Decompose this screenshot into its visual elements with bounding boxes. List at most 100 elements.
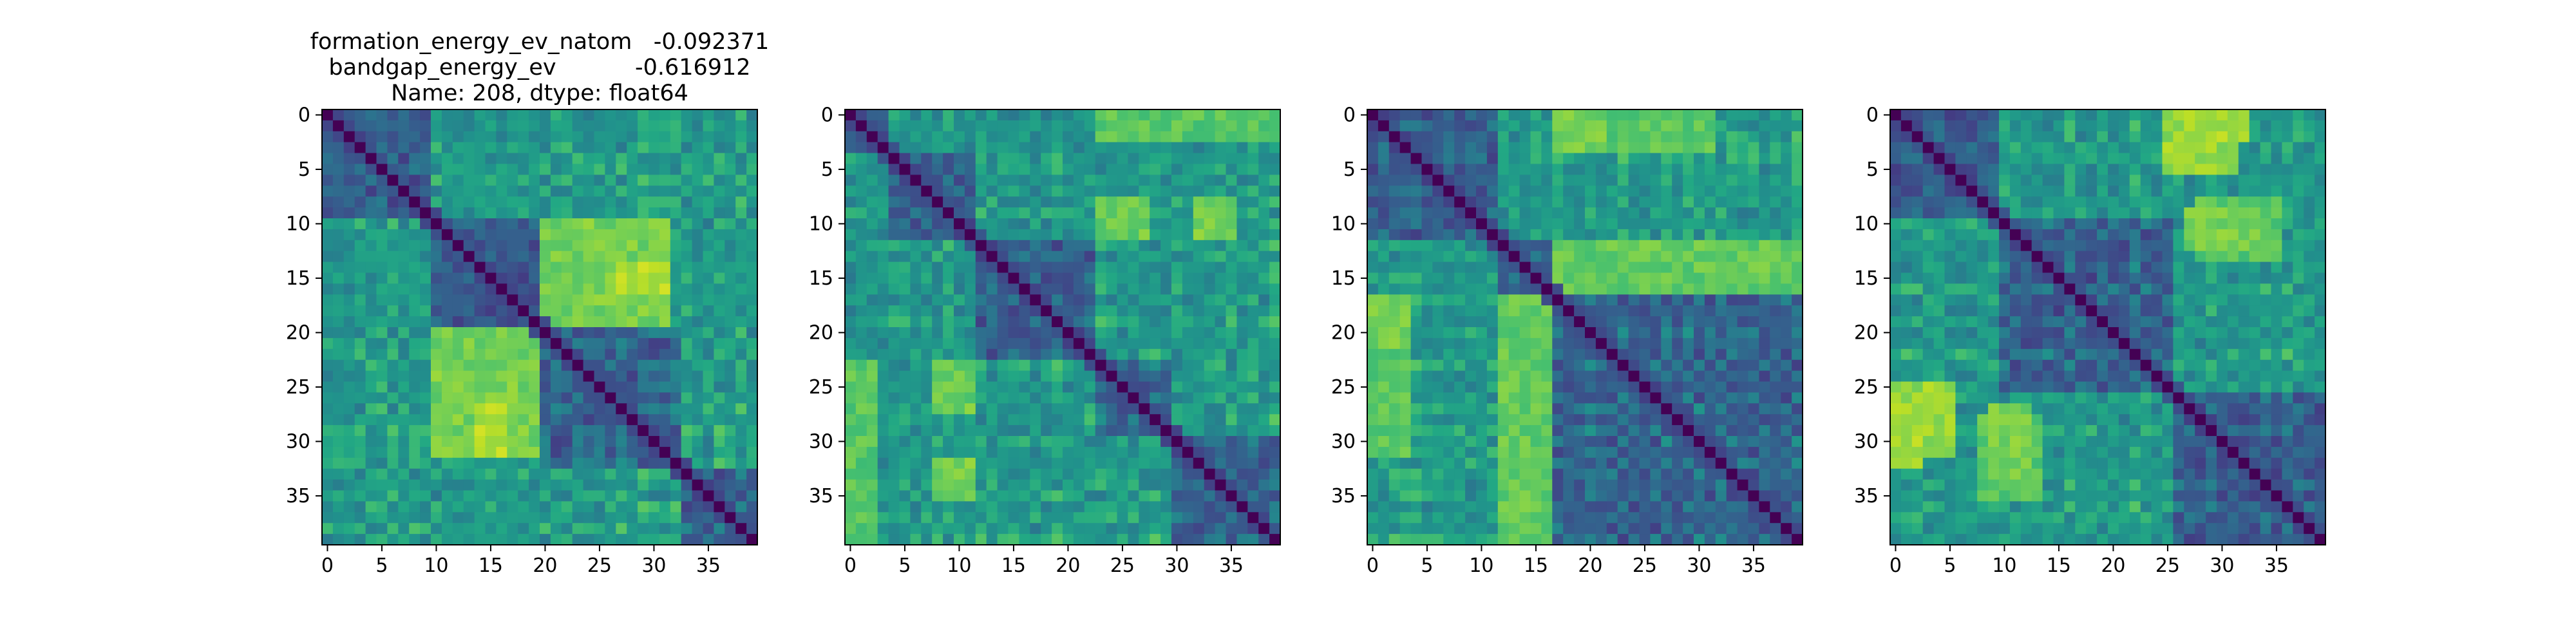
heatmap-cell <box>954 490 965 502</box>
heatmap-cell <box>735 294 747 306</box>
heatmap-cell <box>1726 490 1738 502</box>
heatmap-cell <box>943 120 954 132</box>
heatmap-cell <box>746 196 758 208</box>
heatmap-cell <box>1215 218 1227 230</box>
heatmap-cell <box>1759 337 1770 350</box>
heatmap-cell <box>1617 229 1629 241</box>
heatmap-cell <box>420 196 431 208</box>
heatmap-cell <box>1541 490 1553 502</box>
heatmap-cell <box>1193 272 1205 284</box>
heatmap-cell <box>1454 490 1466 502</box>
heatmap-cell <box>507 294 518 306</box>
heatmap-cell <box>670 153 682 165</box>
heatmap-cell <box>1106 196 1118 208</box>
heatmap-cell <box>1399 414 1412 426</box>
heatmap-cell <box>1661 403 1672 415</box>
heatmap-cell <box>943 283 954 295</box>
heatmap-cell <box>452 305 464 317</box>
heatmap-cell <box>746 164 758 175</box>
heatmap-cell <box>398 240 410 252</box>
heatmap-cell <box>376 153 388 165</box>
heatmap-cell <box>1639 164 1651 175</box>
heatmap-cell <box>1661 523 1672 535</box>
heatmap-cell <box>866 207 878 219</box>
heatmap-cell <box>332 381 345 393</box>
heatmap-cell <box>1247 370 1259 383</box>
heatmap-cell <box>1759 251 1770 263</box>
heatmap-cell <box>343 153 355 165</box>
heatmap-cell <box>932 261 943 274</box>
heatmap-cell <box>1041 251 1052 263</box>
heatmap-cell <box>1694 512 1705 524</box>
heatmap-cell <box>714 164 725 175</box>
heatmap-cell <box>1215 207 1227 219</box>
heatmap-cell <box>1595 251 1607 263</box>
heatmap-cell <box>1508 523 1520 535</box>
heatmap-cell <box>1497 359 1510 372</box>
heatmap-cell <box>463 403 475 415</box>
heatmap-cell <box>1650 414 1662 426</box>
heatmap-cell <box>997 425 1009 437</box>
heatmap-cell <box>921 348 933 361</box>
heatmap-cell <box>1399 425 1412 437</box>
heatmap-cell <box>1530 240 1542 252</box>
heatmap-cell <box>877 425 889 437</box>
heatmap-cell <box>1182 457 1194 469</box>
heatmap-cell <box>1726 131 1738 143</box>
heatmap-cell <box>703 120 714 132</box>
heatmap-cell <box>1378 261 1390 274</box>
heatmap-cell <box>1378 283 1390 295</box>
heatmap-cell <box>1454 229 1466 241</box>
heatmap-cell <box>1563 316 1575 328</box>
heatmap-cell <box>932 468 943 480</box>
heatmap-cell <box>2118 109 2130 121</box>
heatmap-cell <box>1128 142 1139 154</box>
heatmap-cell <box>550 370 562 383</box>
heatmap-cell <box>1008 240 1019 252</box>
chart-title-line: formation_energy_ev_natom -0.092371 <box>310 29 770 55</box>
heatmap-cell <box>1204 305 1216 317</box>
heatmap-cell <box>703 348 714 361</box>
heatmap-cell <box>703 316 714 328</box>
heatmap-cell <box>420 425 431 437</box>
heatmap-cell <box>1432 175 1444 186</box>
heatmap-cell <box>1171 218 1183 230</box>
heatmap-cell <box>1672 327 1683 339</box>
heatmap-cell <box>1552 305 1564 317</box>
heatmap-cell <box>997 240 1009 252</box>
heatmap-cell <box>1454 457 1466 469</box>
heatmap-cell <box>474 425 486 437</box>
heatmap-cell <box>322 501 334 513</box>
heatmap-cell <box>670 240 682 252</box>
heatmap-cell <box>1171 381 1183 393</box>
heatmap-cell <box>1770 425 1781 437</box>
heatmap-cell <box>975 425 987 437</box>
heatmap-cell <box>855 370 867 383</box>
heatmap-cell <box>714 403 725 415</box>
heatmap-cell <box>1563 436 1575 448</box>
heatmap-cell <box>855 457 867 469</box>
heatmap-cell <box>1215 370 1227 383</box>
heatmap-cell <box>616 512 627 524</box>
heatmap-cell <box>921 131 933 143</box>
heatmap-cell <box>1106 120 1118 132</box>
heatmap-cell <box>1465 327 1477 339</box>
heatmap-cell <box>921 327 933 339</box>
heatmap-cell <box>1628 446 1640 459</box>
heatmap-cell <box>1465 175 1477 186</box>
heatmap-cell <box>1639 457 1651 469</box>
heatmap-cell <box>1726 457 1738 469</box>
heatmap-cell <box>670 523 682 535</box>
heatmap-cell <box>1432 512 1444 524</box>
heatmap-cell <box>1432 305 1444 317</box>
heatmap-cell <box>1410 120 1423 132</box>
heatmap-cell <box>1661 261 1672 274</box>
heatmap-cell <box>997 327 1009 339</box>
heatmap-cell <box>1421 240 1433 252</box>
heatmap-cell <box>1639 131 1651 143</box>
heatmap-cell <box>420 337 431 350</box>
heatmap-cell <box>1595 468 1607 480</box>
heatmap-cell <box>975 381 987 393</box>
heatmap-cell <box>1063 131 1074 143</box>
heatmap-cell <box>746 207 758 219</box>
